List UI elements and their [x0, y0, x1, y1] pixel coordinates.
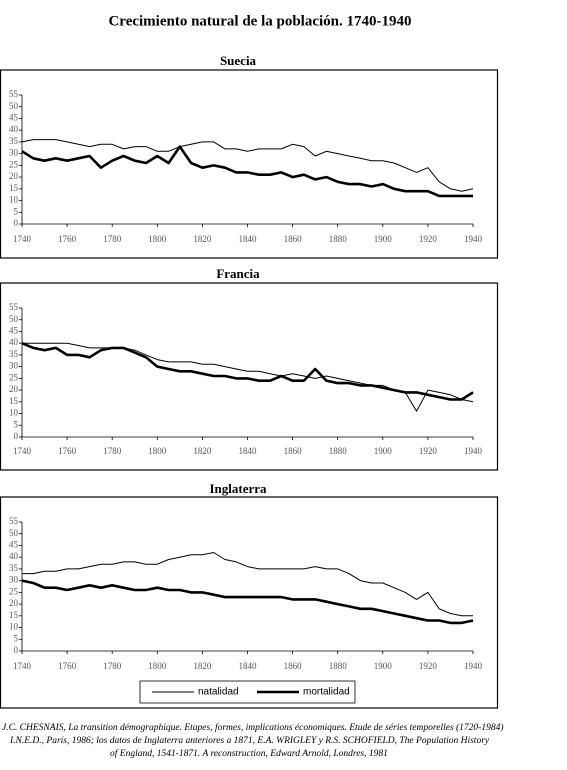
chart-frame [0, 496, 499, 709]
legend-label: mortalidad [303, 687, 350, 698]
x-tick-label: 1880 [329, 661, 348, 671]
y-tick-label: 55 [9, 302, 19, 312]
y-tick-label: 5 [14, 419, 19, 429]
x-tick-label: 1800 [148, 446, 167, 456]
y-tick-label: 15 [9, 396, 19, 406]
y-tick-label: 45 [9, 113, 19, 123]
y-tick-label: 40 [9, 551, 19, 561]
x-tick-label: 1860 [284, 446, 303, 456]
source-line: I.N.E.D., París, 1986; los datos de Ingl… [9, 736, 490, 746]
x-tick-label: 1780 [103, 661, 122, 671]
x-tick-label: 1920 [419, 446, 438, 456]
y-tick-label: 50 [9, 101, 19, 111]
y-tick-label: 15 [9, 183, 19, 193]
page-title: Crecimiento natural de la población. 174… [108, 13, 411, 29]
source-line: of England, 1541-1871. A reconstruction,… [110, 748, 388, 759]
x-tick-label: 1780 [103, 234, 122, 244]
y-tick-label: 50 [9, 528, 19, 538]
y-tick-label: 0 [14, 645, 19, 655]
chart-title: Suecia [220, 53, 257, 68]
data-line [21, 139, 474, 192]
legend-label: natalidad [198, 687, 239, 698]
x-tick-label: 1880 [329, 234, 348, 244]
y-tick-label: 0 [14, 431, 19, 441]
y-tick-label: 25 [9, 586, 19, 596]
x-tick-label: 1900 [374, 446, 393, 456]
x-tick-label: 1760 [58, 661, 77, 671]
y-tick-label: 20 [9, 171, 19, 181]
x-tick-label: 1920 [419, 234, 438, 244]
data-line [21, 145, 473, 198]
y-tick-label: 35 [9, 563, 19, 573]
x-tick-label: 1840 [239, 661, 258, 671]
x-tick-label: 1860 [284, 234, 303, 244]
y-tick-label: 45 [9, 540, 19, 550]
y-tick-label: 35 [9, 349, 19, 359]
chart-frame [0, 69, 499, 259]
x-tick-label: 1800 [148, 661, 167, 671]
x-tick-label: 1820 [193, 234, 212, 244]
legend-box [139, 680, 356, 704]
x-tick-label: 1820 [193, 446, 212, 456]
y-tick-label: 20 [9, 384, 19, 394]
chart-title: Inglaterra [209, 481, 267, 496]
x-tick-label: 1900 [374, 661, 393, 671]
x-tick-label: 1860 [284, 661, 303, 671]
chart-title: Francia [216, 266, 260, 281]
data-line [22, 552, 473, 617]
y-tick-label: 5 [14, 633, 19, 643]
x-tick-label: 1940 [464, 234, 483, 244]
y-tick-label: 55 [9, 516, 19, 526]
y-tick-label: 40 [9, 124, 19, 134]
y-tick-label: 15 [9, 610, 19, 620]
x-tick-label: 1740 [13, 661, 32, 671]
x-tick-label: 1840 [239, 234, 258, 244]
x-tick-label: 1780 [103, 446, 122, 456]
x-tick-label: 1840 [239, 446, 258, 456]
y-tick-label: 30 [9, 575, 19, 585]
y-tick-label: 30 [9, 361, 19, 371]
y-tick-label: 10 [9, 195, 19, 205]
y-tick-label: 45 [9, 326, 19, 336]
y-tick-label: 30 [9, 148, 19, 158]
data-line [21, 579, 474, 625]
x-tick-label: 1940 [464, 446, 483, 456]
x-tick-label: 1940 [464, 661, 483, 671]
x-tick-label: 1760 [58, 234, 77, 244]
y-tick-label: 25 [9, 372, 19, 382]
y-tick-label: 10 [9, 408, 19, 418]
y-tick-label: 5 [14, 206, 19, 216]
x-tick-label: 1880 [329, 446, 348, 456]
y-tick-label: 20 [9, 598, 19, 608]
y-tick-label: 40 [9, 337, 19, 347]
x-tick-label: 1900 [374, 234, 393, 244]
x-tick-label: 1820 [193, 661, 212, 671]
x-tick-label: 1800 [148, 234, 167, 244]
y-tick-label: 35 [9, 136, 19, 146]
x-tick-label: 1760 [58, 446, 77, 456]
y-tick-label: 25 [9, 159, 19, 169]
y-tick-label: 50 [9, 314, 19, 324]
y-tick-label: 55 [9, 89, 19, 99]
y-tick-label: 0 [14, 218, 19, 228]
source-line: J.C. CHESNAIS, La transition démographiq… [2, 722, 504, 733]
x-tick-label: 1740 [13, 234, 32, 244]
x-tick-label: 1740 [13, 446, 32, 456]
y-tick-label: 10 [9, 622, 19, 632]
x-tick-label: 1920 [419, 661, 438, 671]
chart-frame [0, 282, 499, 471]
data-line [21, 341, 474, 401]
